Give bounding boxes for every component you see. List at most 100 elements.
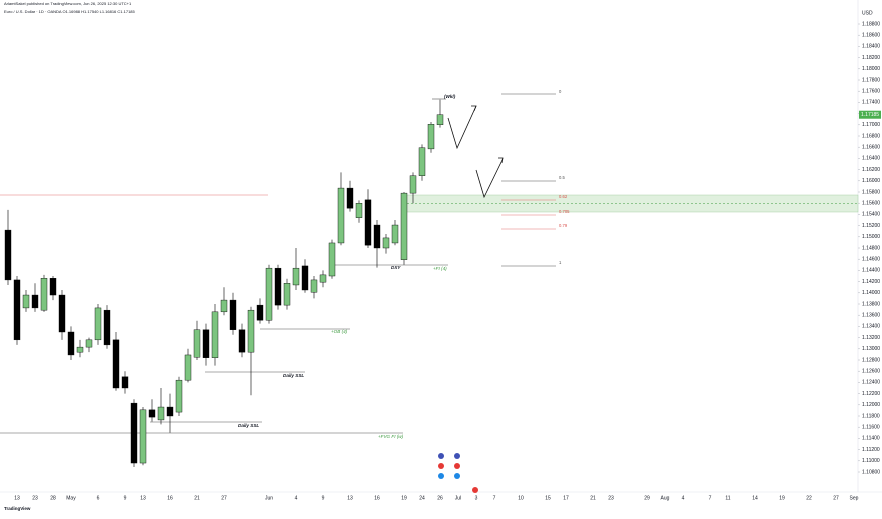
- x-tick-label: 21: [590, 495, 596, 501]
- x-tick-label: 29: [644, 495, 650, 501]
- candle-body: [184, 354, 192, 381]
- fib-label: 0.5: [559, 175, 565, 180]
- y-tick-label: 1.14800: [862, 245, 880, 251]
- x-tick-label: 22: [806, 495, 812, 501]
- y-tick-label: 1.11600: [862, 425, 880, 431]
- y-tick-label: 1.16800: [862, 133, 880, 139]
- candle-body: [139, 409, 147, 464]
- candle-body: [247, 309, 255, 353]
- x-tick-label: 19: [779, 495, 785, 501]
- x-tick-label: 7: [709, 495, 712, 501]
- candle-body: [364, 199, 372, 246]
- candle-body: [85, 339, 93, 348]
- candle-body: [4, 229, 12, 281]
- brand-bg: [3, 505, 33, 512]
- annotation: +FI (4): [433, 266, 447, 271]
- x-tick-label: 9: [124, 495, 127, 501]
- candle-body: [76, 346, 84, 353]
- y-tick-label: 1.11800: [862, 413, 880, 419]
- arrow-head: [498, 157, 504, 164]
- candle-body: [103, 309, 111, 346]
- x-tick-label: 10: [518, 495, 524, 501]
- y-tick-label: 1.18400: [862, 44, 880, 50]
- candle-body: [274, 267, 282, 306]
- candle-body: [58, 294, 66, 333]
- y-tick-label: 1.18600: [862, 33, 880, 39]
- x-tick-label: Aug: [661, 495, 670, 501]
- y-tick-label: 1.17400: [862, 100, 880, 106]
- x-tick-label: 4: [295, 495, 298, 501]
- candle-body: [121, 376, 129, 389]
- last-price: 1.17185: [861, 112, 879, 118]
- y-tick-label: 1.16400: [862, 156, 880, 162]
- x-tick-label: 13: [140, 495, 146, 501]
- currency: USD: [862, 10, 873, 16]
- y-tick-label: 1.13800: [862, 301, 880, 307]
- candle-body: [418, 147, 426, 176]
- candle-body: [346, 187, 354, 209]
- y-tick-label: 1.15400: [862, 212, 880, 218]
- x-tick-label: 27: [221, 495, 227, 501]
- candle-body: [202, 329, 210, 358]
- fib-label: 0.62: [559, 194, 568, 199]
- candle-body: [436, 114, 444, 126]
- candle-body: [292, 267, 300, 286]
- y-tick-label: 1.11200: [862, 447, 880, 453]
- candle-body: [220, 299, 228, 313]
- x-tick-label: 21: [194, 495, 200, 501]
- candle-body: [301, 265, 309, 291]
- x-tick-label: 23: [32, 495, 38, 501]
- x-tick-label: 24: [419, 495, 425, 501]
- annotation: +FVG FI (w): [378, 434, 404, 439]
- candle-body: [166, 406, 174, 417]
- candle-body: [49, 278, 57, 296]
- y-tick-label: 1.16200: [862, 167, 880, 173]
- candle-body: [94, 307, 102, 341]
- candle-body: [328, 242, 336, 277]
- candle-body: [22, 294, 30, 309]
- candle-body: [130, 402, 138, 464]
- y-tick-label: 1.15000: [862, 234, 880, 240]
- candle-body: [355, 202, 363, 218]
- x-tick-label: 13: [14, 495, 20, 501]
- x-tick-label: 13: [347, 495, 353, 501]
- x-tick-label: 11: [725, 495, 730, 501]
- y-tick-label: 1.13600: [862, 313, 880, 319]
- x-tick-label: May: [66, 495, 76, 501]
- y-tick-label: 1.18200: [862, 55, 880, 61]
- brand: TradingView: [4, 506, 31, 511]
- y-tick-label: 1.12000: [862, 402, 880, 408]
- y-tick-label: 1.13000: [862, 346, 880, 352]
- x-tick-label: Jun: [265, 495, 273, 501]
- x-tick-label: 23: [608, 495, 614, 501]
- candle-body: [229, 299, 237, 330]
- fib-label: 0.79: [559, 223, 568, 228]
- candle-body: [148, 409, 156, 418]
- annotation: (Wkl): [444, 94, 456, 99]
- y-tick-label: 1.12400: [862, 380, 880, 386]
- candle-body: [256, 304, 264, 321]
- candle-body: [67, 331, 75, 356]
- x-tick-label: 3: [475, 495, 478, 501]
- annotation: +OB (4): [331, 329, 348, 334]
- candle-body: [337, 187, 345, 244]
- event-icons: [438, 453, 478, 493]
- x-tick-label: 17: [563, 495, 569, 501]
- annotation: Daily SSL: [283, 373, 304, 378]
- x-tick-label: 27: [833, 495, 839, 501]
- annotation: Daily SSL: [238, 423, 259, 428]
- y-tick-label: 1.11400: [862, 436, 880, 442]
- y-tick-label: 1.16000: [862, 178, 880, 184]
- candle-body: [13, 279, 21, 341]
- x-tick-label: Jul: [455, 495, 461, 501]
- fib-label: 1: [559, 260, 562, 265]
- annotation: DXY: [391, 265, 401, 270]
- y-tick-label: 1.13400: [862, 324, 880, 330]
- candle-body: [427, 124, 435, 150]
- y-tick-label: 1.15200: [862, 223, 880, 229]
- y-tick-label: 1.18800: [862, 21, 880, 27]
- y-tick-label: 1.12800: [862, 357, 880, 363]
- candle-body: [391, 224, 399, 244]
